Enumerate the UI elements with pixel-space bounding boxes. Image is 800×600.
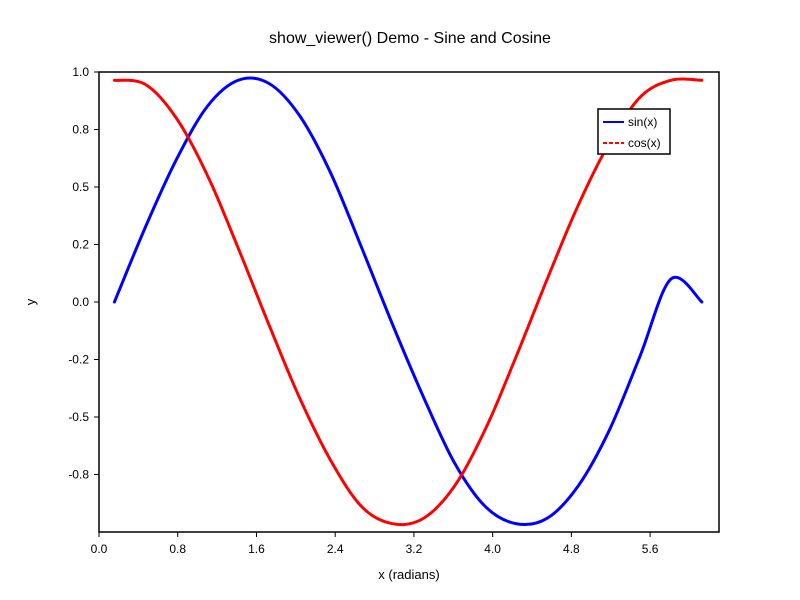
x-tick-label: 4.0 bbox=[484, 542, 501, 556]
series-line-sin bbox=[112, 76, 704, 527]
y-tick-label: 0.8 bbox=[72, 123, 89, 137]
x-tick-label: 5.6 bbox=[642, 542, 659, 556]
legend-cos-label: cos(x) bbox=[628, 136, 661, 150]
y-tick-label: -0.5 bbox=[68, 410, 89, 424]
chart-title: show_viewer() Demo - Sine and Cosine bbox=[269, 30, 551, 47]
y-tick-label: -0.2 bbox=[68, 353, 89, 367]
y-tick-label: -0.8 bbox=[68, 468, 89, 482]
x-tick-label: 0.8 bbox=[169, 542, 186, 556]
legend: sin(x) cos(x) bbox=[597, 108, 671, 155]
x-tick-label: 0.0 bbox=[91, 542, 108, 556]
x-tick-label: 3.2 bbox=[406, 542, 423, 556]
y-tick-label: 1.0 bbox=[72, 65, 89, 79]
y-axis-ticks: 1.0 0.8 0.5 0.2 0.0 -0.2 -0.5 -0.8 bbox=[68, 65, 99, 482]
plot-area bbox=[112, 76, 704, 527]
y-axis-label: y bbox=[23, 298, 38, 305]
y-tick-label: 0.2 bbox=[72, 238, 89, 252]
x-axis-label: x (radians) bbox=[378, 567, 439, 582]
x-axis-ticks: 0.0 0.8 1.6 2.4 3.2 4.0 4.8 5.6 bbox=[91, 532, 659, 556]
y-tick-label: 0.0 bbox=[72, 295, 89, 309]
x-tick-label: 1.6 bbox=[248, 542, 265, 556]
y-tick-label: 0.5 bbox=[72, 180, 89, 194]
legend-box bbox=[597, 108, 671, 155]
x-tick-label: 4.8 bbox=[563, 542, 580, 556]
x-tick-label: 2.4 bbox=[327, 542, 344, 556]
series-line-cos bbox=[112, 77, 704, 527]
legend-sin-label: sin(x) bbox=[628, 115, 657, 129]
